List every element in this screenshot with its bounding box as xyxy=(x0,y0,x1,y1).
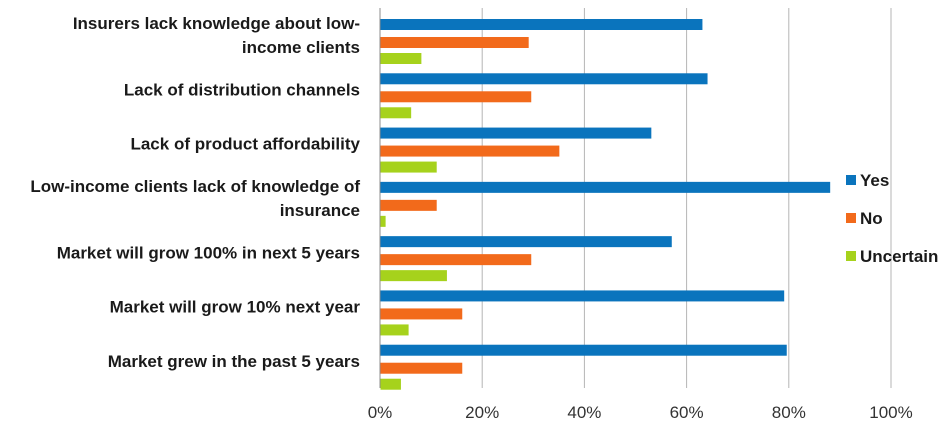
category-label: Market grew in the past 5 years xyxy=(108,352,360,371)
category-label: Lack of distribution channels xyxy=(124,80,360,99)
bar-no xyxy=(380,145,560,157)
category-label: Low-income clients lack of knowledge of xyxy=(30,177,360,196)
legend-swatch-yes xyxy=(846,175,856,185)
bar-no xyxy=(380,362,463,374)
bar-no xyxy=(380,254,532,266)
category-label: income clients xyxy=(242,38,360,57)
bar-no xyxy=(380,199,437,211)
bar-uncertain xyxy=(380,215,386,227)
bar-uncertain xyxy=(380,378,401,390)
bar-uncertain xyxy=(380,324,409,336)
bar-uncertain xyxy=(380,107,412,119)
bar-yes xyxy=(380,19,703,30)
x-tick-label: 40% xyxy=(567,403,601,422)
category-label: Lack of product affordability xyxy=(130,135,360,154)
bar-yes xyxy=(380,290,785,302)
legend-swatch-no xyxy=(846,213,856,223)
bar-yes xyxy=(380,181,831,193)
x-tick-label: 100% xyxy=(869,403,912,422)
bar-yes xyxy=(380,236,672,248)
legend: Yes No Uncertain xyxy=(846,171,938,266)
category-labels: Insurers lack knowledge about low-income… xyxy=(30,14,360,371)
bar-yes xyxy=(380,73,708,85)
category-label: Market will grow 100% in next 5 years xyxy=(57,243,360,262)
bars xyxy=(380,19,831,390)
category-label: insurance xyxy=(280,201,360,220)
x-tick-label: 20% xyxy=(465,403,499,422)
bar-uncertain xyxy=(380,53,422,64)
legend-label-uncertain: Uncertain xyxy=(860,247,938,266)
legend-label-no: No xyxy=(860,209,883,228)
bar-uncertain xyxy=(380,270,447,282)
grid-lines xyxy=(379,8,892,388)
bar-no xyxy=(380,308,463,320)
bar-no xyxy=(380,91,532,103)
bar-yes xyxy=(380,344,787,356)
bar-no xyxy=(380,37,529,48)
legend-swatch-uncertain xyxy=(846,251,856,261)
x-tick-label: 60% xyxy=(670,403,704,422)
legend-label-yes: Yes xyxy=(860,171,889,190)
x-tick-label: 80% xyxy=(772,403,806,422)
bar-uncertain xyxy=(380,161,437,173)
x-axis-ticks: 0% 20% 40% 60% 80% 100% xyxy=(368,403,913,422)
x-tick-label: 0% xyxy=(368,403,393,422)
category-label: Market will grow 10% next year xyxy=(110,298,361,317)
category-label: Insurers lack knowledge about low- xyxy=(73,14,360,33)
bar-yes xyxy=(380,127,652,139)
